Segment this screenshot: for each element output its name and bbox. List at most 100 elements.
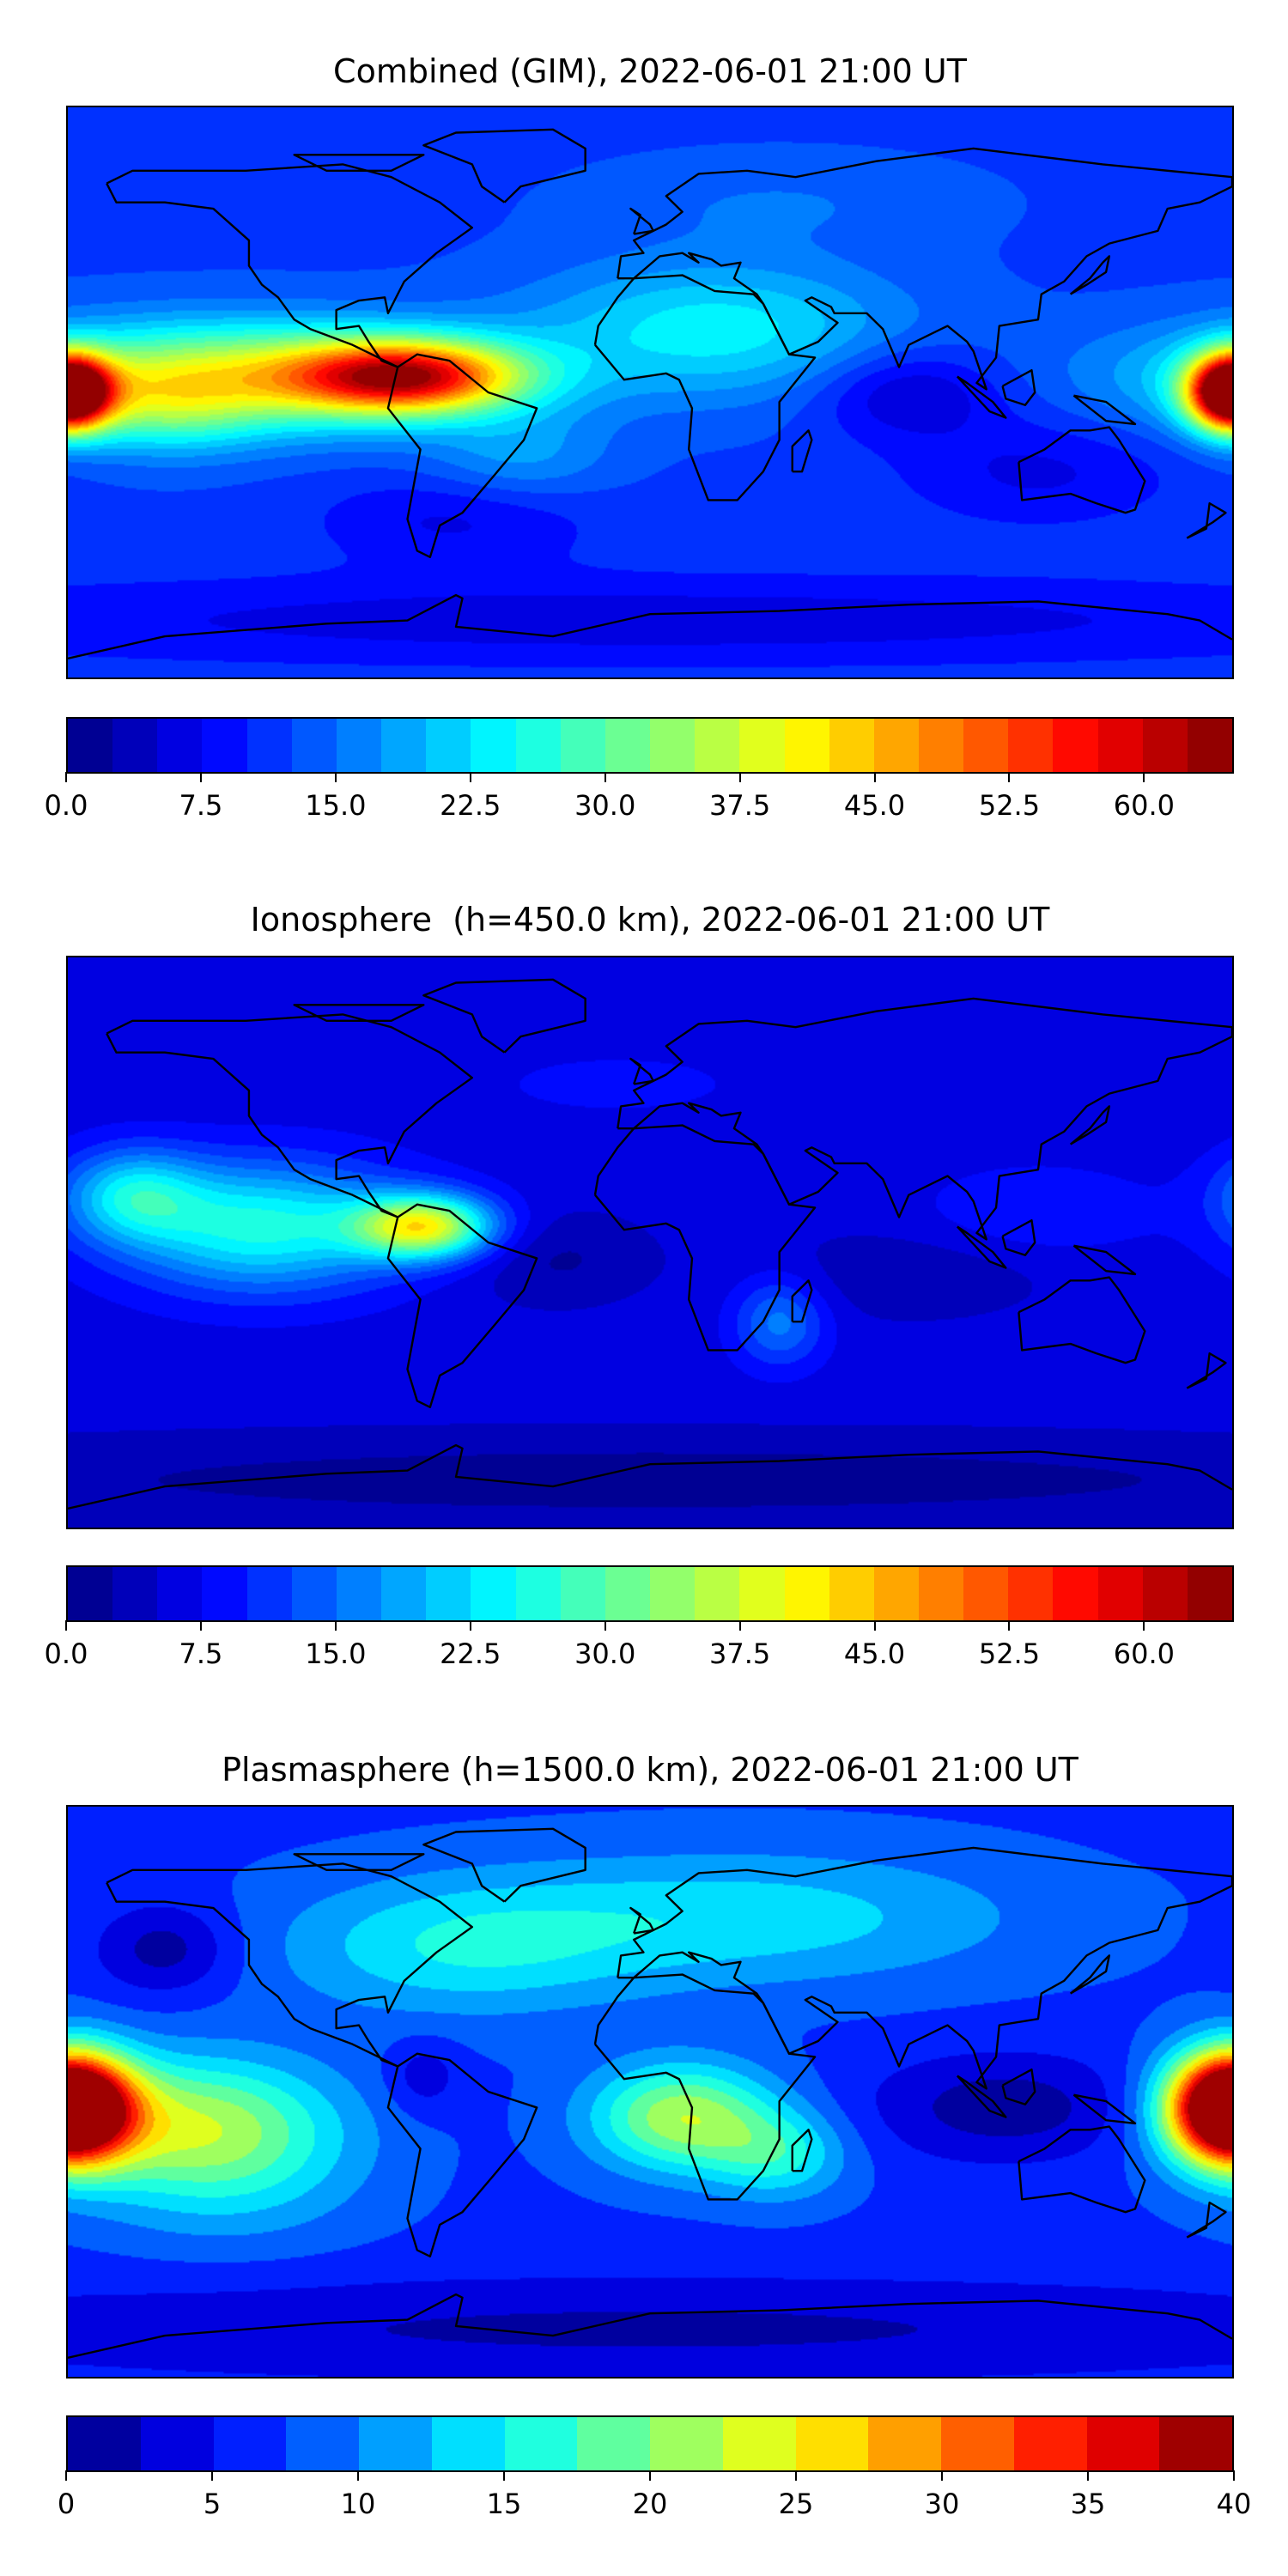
coastline [1003,370,1036,405]
colorbar-tick [1008,772,1011,782]
colorbar-bin [246,719,292,772]
colorbar-tick-label: 35 [1070,2488,1106,2520]
coastline [1071,1106,1109,1144]
coastline [617,1848,1232,2088]
colorbar-bin [650,719,696,772]
colorbar-tick-label: 45.0 [843,789,906,822]
colorbar-tick [211,2470,213,2481]
colorbar-bin [1187,1567,1233,1620]
colorbar-bin [471,1567,516,1620]
colorbar-bin [918,1567,964,1620]
colorbar-bin [202,1567,247,1620]
colorbar-tick-label: 20 [632,2488,668,2520]
colorbar-tick [199,1620,202,1631]
panel-2-contour-field [68,957,1232,1528]
colorbar-bin [1008,719,1054,772]
coastline [388,355,537,557]
colorbar-bin [1097,1567,1143,1620]
colorbar-tick [334,1620,337,1631]
colorbar-bin [784,1567,829,1620]
coastline [957,1227,1006,1268]
colorbar-tick [604,1620,606,1631]
colorbar-tick-label: 40 [1216,2488,1252,2520]
colorbar-bin [213,2417,287,2470]
colorbar-bin [1142,1567,1188,1620]
colorbar-tick-label: 22.5 [440,789,501,822]
colorbar-tick [334,772,337,782]
colorbar-tick [941,2470,943,2481]
colorbar-bin [291,1567,337,1620]
coastline [106,1863,472,2066]
colorbar-tick-label: 37.5 [708,1637,771,1670]
colorbar-tick [469,772,471,782]
colorbar-bin [157,1567,203,1620]
colorbar-bin [963,1567,1009,1620]
coastline [957,2076,1006,2117]
coastline [1003,2069,1036,2105]
colorbar-bin [873,719,919,772]
colorbar-bin [1013,2417,1087,2470]
coastline [793,430,812,471]
panel-3-colorbar [66,2415,1234,2472]
panel-3-title: Plasmasphere (h=1500.0 km), 2022-06-01 2… [222,1751,1078,1789]
colorbar-tick [873,1620,876,1631]
colorbar-tick [65,772,67,782]
colorbar-bin [426,719,471,772]
colorbar-tick [873,772,876,782]
coastline [423,130,585,203]
colorbar-bin [68,1567,113,1620]
colorbar-bin [941,2417,1014,2470]
colorbar-bin [336,1567,382,1620]
coastlines [68,1807,1232,2377]
coastline [295,155,424,170]
coastline [793,2129,812,2171]
panel-3-map [66,1805,1234,2379]
colorbar-tick [357,2470,359,2481]
coastline [388,2054,537,2257]
colorbar-tick [1008,1620,1011,1631]
colorbar-tick [65,1620,67,1631]
colorbar-bin [515,1567,561,1620]
colorbar-bin [291,719,337,772]
colorbar-bin [157,719,203,772]
coastline [68,2294,1232,2358]
colorbar-tick-label: 52.5 [978,1637,1041,1670]
panel-1-colorbar [66,717,1234,774]
coastline [295,1854,424,1869]
colorbar-tick-label: 52.5 [978,789,1041,822]
colorbar-bin [695,719,740,772]
colorbar-tick-label: 37.5 [708,789,771,822]
colorbar-bin [431,2417,505,2470]
coastline [68,595,1232,659]
colorbar-bin [605,719,651,772]
colorbar-tick [738,1620,741,1631]
colorbar-tick-label: 15.0 [305,789,367,822]
colorbar-bin [112,719,158,772]
colorbar-bin [560,719,605,772]
colorbar-tick-label: 60.0 [1113,789,1175,822]
coastline [295,1005,424,1020]
colorbar-tick [649,2470,651,2481]
colorbar-tick-label: 7.5 [179,789,223,822]
colorbar-bin [739,719,785,772]
colorbar-bin [381,1567,427,1620]
colorbar-bin [286,2417,359,2470]
colorbar-tick-label: 0.0 [44,1637,88,1670]
coastline [630,1059,653,1084]
colorbar-bin [381,719,427,772]
coastlines [68,957,1232,1528]
coastline [1071,256,1109,294]
colorbar-bin [722,2417,796,2470]
coastline [617,999,1232,1239]
coastline [595,1975,815,2200]
panel-1-contour-field [68,107,1232,677]
coastline [1018,2127,1145,2213]
colorbar-bin [1086,2417,1160,2470]
colorbar-tick-label: 30 [924,2488,960,2520]
colorbar-tick-label: 25 [778,2488,814,2520]
panel-2-title: Ionosphere (h=450.0 km), 2022-06-01 21:0… [250,901,1050,939]
colorbar-tick-label: 0.0 [44,789,88,822]
colorbar-tick [604,772,606,782]
panel-3-colorbar-ticks: 0 5 10 15 20 25 30 35 40 [58,2470,1251,2522]
colorbar-tick [199,772,202,782]
